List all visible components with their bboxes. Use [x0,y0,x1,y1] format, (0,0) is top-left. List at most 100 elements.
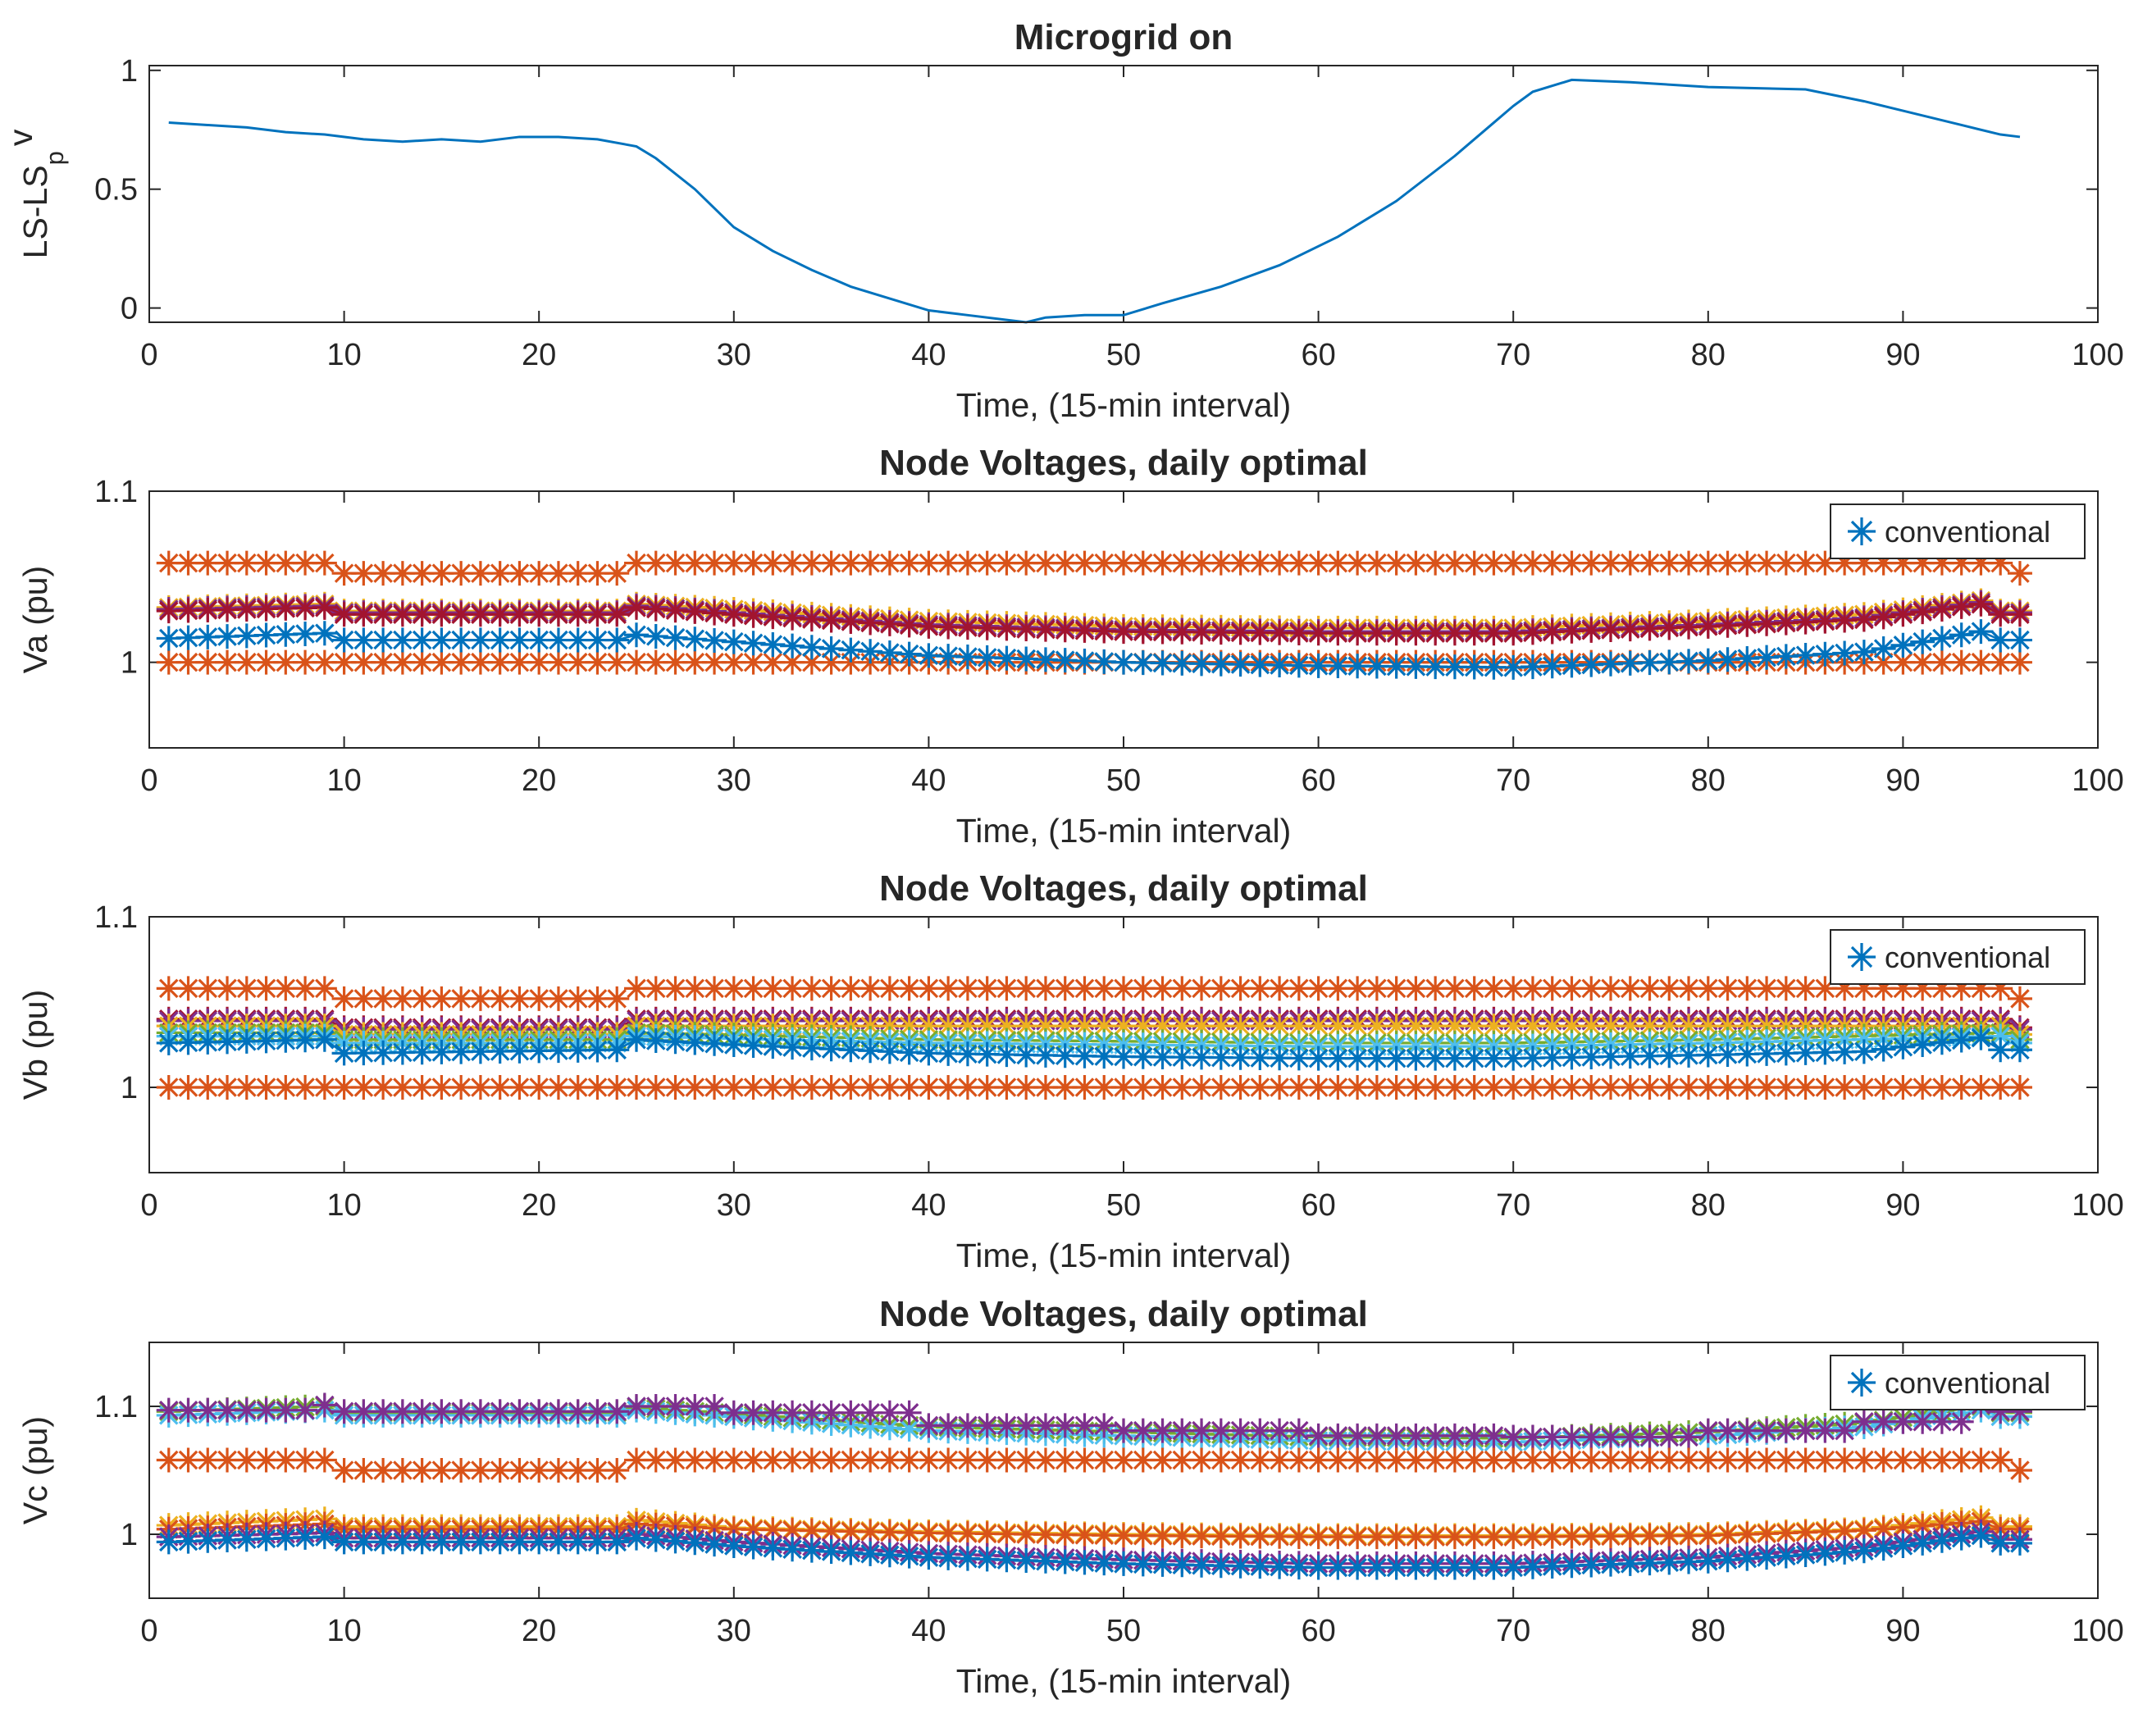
data-point [1890,550,1916,576]
data-point [1072,1522,1097,1547]
data-point [896,641,922,667]
data-point [721,649,746,675]
data-point [585,627,610,653]
data-point [1208,976,1233,1001]
x-tick-label: 10 [326,1188,361,1223]
data-point [1092,1523,1117,1548]
data-point [1735,1014,1760,1039]
data-point [351,1075,376,1100]
data-point [1617,1424,1643,1450]
data-point [1247,1418,1273,1443]
data-point [1052,976,1078,1001]
data-point [1345,1447,1370,1473]
data-point [1637,1447,1662,1473]
data-point [1052,617,1078,643]
data-point [1520,1447,1545,1473]
data-point [1169,1418,1195,1443]
data-point [527,602,552,627]
data-point [1208,1045,1233,1070]
data-point [1695,648,1721,673]
data-point [1052,1447,1078,1473]
data-point [994,1075,1019,1100]
data-point [1793,550,1818,576]
data-point [195,976,221,1001]
data-point [215,649,240,675]
subplot-1: Microgrid on Time, (15-min interval) LS-LS… [2,17,2124,424]
data-point [760,1447,786,1473]
data-point [760,550,786,576]
data-point [1014,1447,1039,1473]
data-point [1228,976,1253,1001]
data-point [799,635,824,660]
data-point [1910,1513,1935,1538]
data-point [1851,976,1876,1001]
data-point [1014,550,1039,576]
legend: conventional [1830,503,2086,559]
data-point [1890,649,1916,675]
data-point [818,636,844,661]
y-tick-label: 0.5 [94,173,138,207]
data-point [1949,1027,1974,1053]
data-point [1949,550,1974,576]
data-point [974,976,1000,1001]
data-point [234,596,259,622]
data-point [1345,1524,1370,1550]
data-point [176,625,201,650]
data-point [253,596,279,622]
data-point [1735,645,1760,671]
data-point [624,1027,649,1052]
data-point [818,550,844,576]
data-point [156,649,181,675]
data-point [1384,1524,1409,1550]
data-point [1910,1530,1935,1556]
data-point [1461,621,1487,646]
data-point [371,561,396,586]
data-point [1910,629,1935,654]
data-point [1130,1447,1156,1473]
data-point [1949,649,1974,675]
data-point [818,1447,844,1473]
data-point [331,1041,357,1066]
data-point [390,986,415,1011]
data-point [176,649,201,675]
data-point [1364,1046,1389,1071]
data-point [1579,1447,1604,1473]
data-point [1189,619,1215,645]
data-point [643,550,668,576]
data-point [624,595,649,620]
data-point [1520,1554,1545,1579]
x-tick-label: 60 [1301,338,1335,372]
data-point [527,649,552,675]
data-point [682,1530,708,1556]
data-point [1617,650,1643,676]
data-point [273,1447,299,1473]
data-point [487,1039,513,1064]
x-tick-label: 10 [326,1614,361,1648]
data-point [1754,611,1780,636]
data-point [585,649,610,675]
data-point [1501,550,1526,576]
data-point [1715,1522,1740,1547]
data-point [1949,976,1974,1001]
data-point [896,976,922,1001]
data-point [1403,621,1429,646]
data-point [1403,1524,1429,1550]
data-point [176,1075,201,1100]
data-point [1052,1043,1078,1068]
data-point [1111,1075,1136,1100]
data-point [527,1399,552,1424]
plot-title: Microgrid on [1014,17,1233,57]
data-point [1598,1551,1623,1577]
data-point [1150,1075,1175,1100]
data-point [1092,1014,1117,1039]
data-point [1501,976,1526,1001]
data-point [1559,1447,1584,1473]
data-point [1676,1042,1702,1068]
data-point [1520,654,1545,680]
data-point [663,1529,688,1554]
data-point [527,1038,552,1064]
data-point [1052,1549,1078,1574]
data-point [1617,1551,1643,1576]
y-tick-label: 1.1 [94,900,138,935]
data-point [565,649,590,675]
